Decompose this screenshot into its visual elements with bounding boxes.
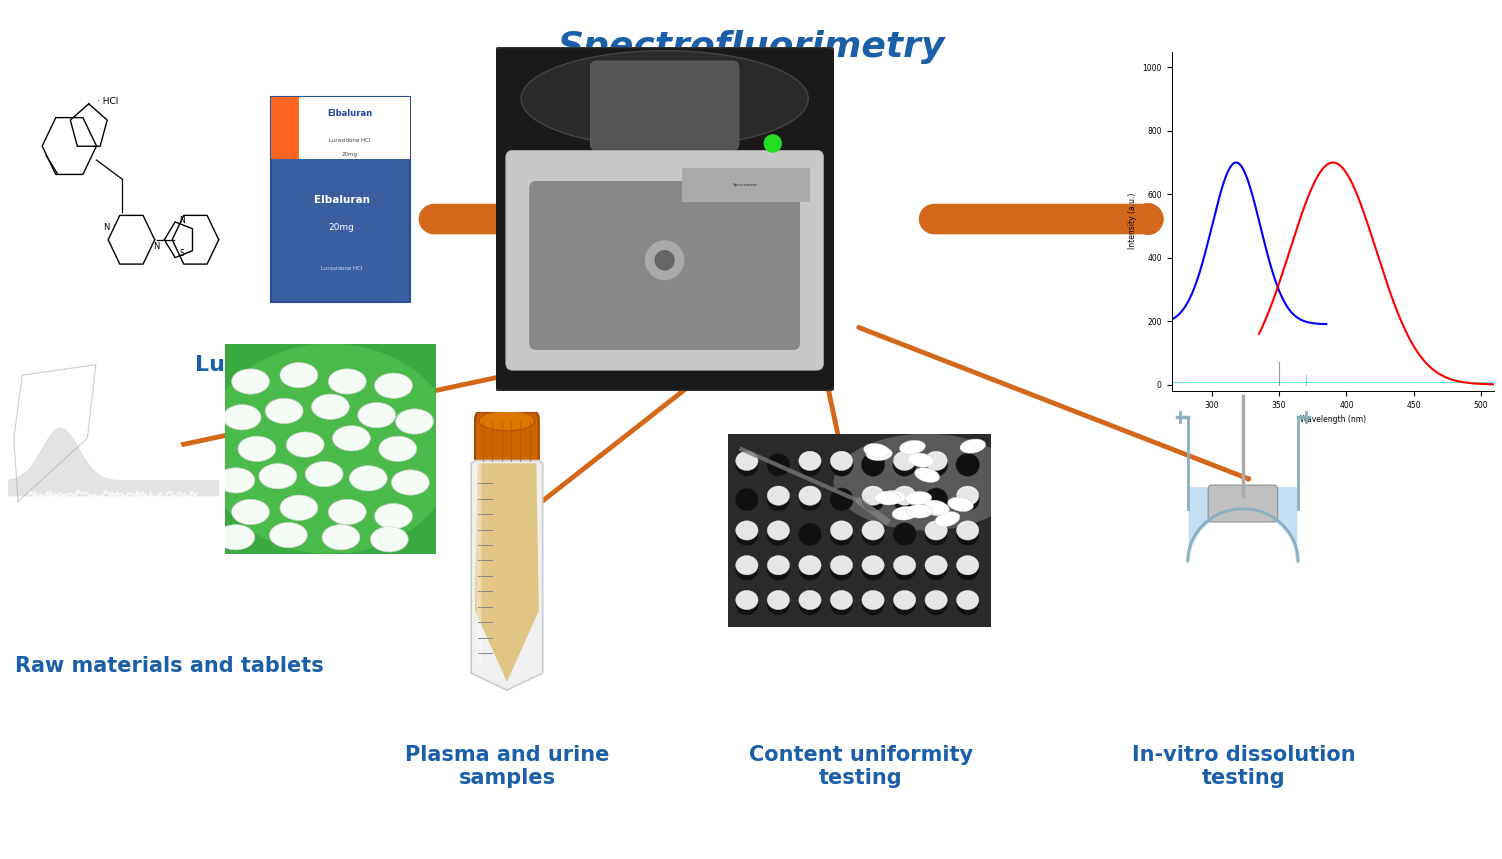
Text: Lurasidone: Lurasidone <box>195 355 335 375</box>
Text: Plasma and urine
samples: Plasma and urine samples <box>406 745 610 788</box>
Text: In-vitro dissolution
testing: In-vitro dissolution testing <box>1133 745 1355 788</box>
Text: Spectrofluorimetry: Spectrofluorimetry <box>557 30 945 64</box>
Text: Raw materials and tablets: Raw materials and tablets <box>15 655 324 676</box>
Text: Content uniformity
testing: Content uniformity testing <box>748 745 973 788</box>
